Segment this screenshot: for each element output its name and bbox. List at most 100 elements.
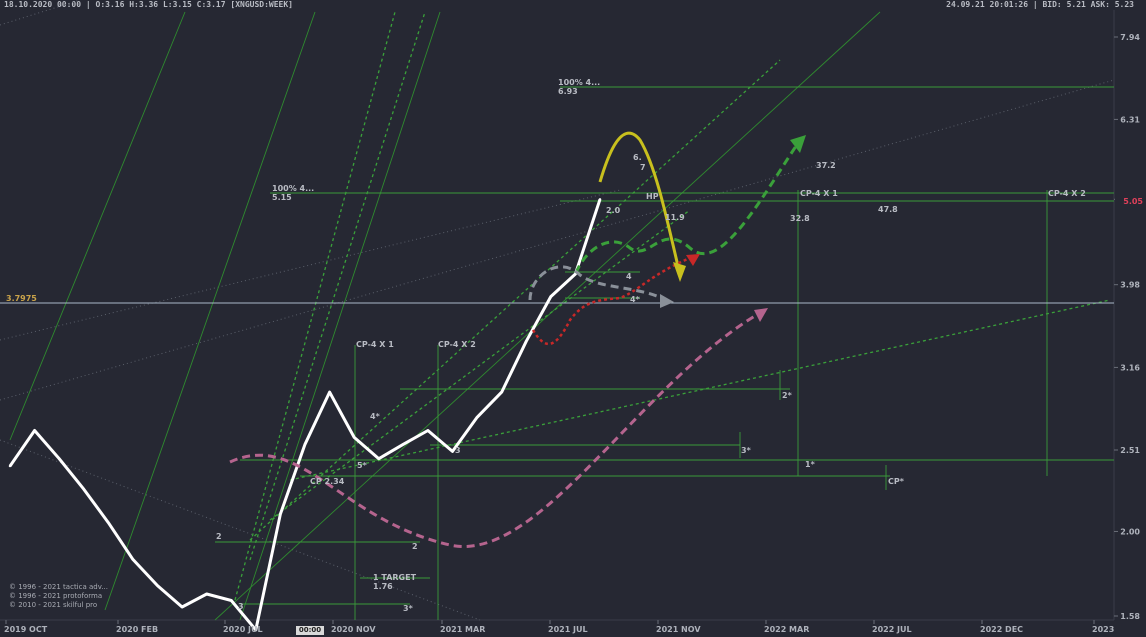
price-point — [549, 295, 552, 298]
y-tick-label: 3.16 — [1120, 363, 1140, 372]
x-tick-label: 2021 NOV — [656, 625, 701, 634]
annotation-label: 37.2 — [816, 161, 836, 170]
annotation-label: 11.9 — [665, 213, 685, 222]
price-line — [8, 198, 602, 632]
x-tick-label: 2022 JUL — [872, 625, 912, 634]
pink-arrowhead — [754, 308, 768, 322]
annotation-value: 5.15 — [272, 193, 292, 202]
annotation-label: CP 2.34 — [310, 477, 345, 486]
price-point — [328, 390, 331, 394]
copyright-line-3: © 2010 - 2021 skilful pro — [9, 601, 98, 609]
price-point — [82, 488, 86, 491]
x-tick-label: 2019 OCT — [4, 625, 48, 634]
annotation-label: 32.8 — [790, 214, 810, 223]
price-point — [156, 584, 159, 587]
price-point — [8, 464, 12, 468]
price-point — [353, 436, 356, 439]
annotation-label: 2 — [412, 542, 418, 551]
annotation-value: 1.76 — [373, 582, 393, 591]
green-arrowhead — [790, 135, 806, 153]
annotation-label: 1 TARGET — [373, 573, 417, 582]
x-tick-label: 2021 JUL — [548, 625, 588, 634]
level-verticals — [354, 190, 1048, 620]
price-point — [377, 457, 380, 460]
annotation-label: 1* — [805, 460, 816, 469]
price-point — [180, 605, 184, 609]
red-arrowhead — [686, 254, 700, 266]
annotation-label: HP — [646, 192, 659, 201]
annotation-label: 47.8 — [878, 205, 898, 214]
gray-forecast-path — [528, 265, 671, 304]
annotation-label: 100% 4... — [558, 78, 600, 87]
gray-arrowhead — [660, 294, 674, 308]
annotation-label: 4 — [626, 272, 632, 281]
y-tick-label: 2.51 — [1120, 446, 1140, 455]
price-point — [230, 599, 233, 602]
annotation-label: CP* — [888, 477, 905, 486]
reference-line-label: 3.7975 — [6, 294, 37, 303]
annotation-label: 4* — [370, 412, 381, 421]
x-tick-label: 2020 JUL — [223, 625, 263, 634]
annotation-label: CP-4 X 1 — [800, 189, 838, 198]
price-point — [426, 429, 430, 432]
green-fan-lines — [9, 11, 881, 621]
price-point — [402, 443, 405, 446]
price-point — [303, 443, 307, 446]
price-point — [598, 198, 602, 201]
x-tick-label: 2022 MAR — [764, 625, 809, 634]
annotation-label: 3 — [455, 446, 461, 455]
annotation-label: CP-4 X 1 — [356, 340, 394, 349]
annotation-label: 100% 4... — [272, 184, 314, 193]
level-lines — [215, 86, 1114, 605]
time-cursor-box: 00:00 — [296, 626, 324, 635]
annotation-value: 6.93 — [558, 87, 578, 96]
y-tick-label: 7.94 — [1120, 33, 1140, 42]
annotation-label: 4* — [630, 295, 641, 304]
annotation-label: 3* — [403, 604, 414, 613]
price-point — [451, 450, 454, 453]
annotation-label: CP-4 X 2 — [1048, 189, 1086, 198]
annotation-label: 3 — [238, 602, 244, 611]
copyright-line-2: © 1996 - 2021 protoforma — [9, 592, 103, 600]
copyright-line-1: © 1996 - 2021 tactica adv... — [9, 583, 108, 591]
price-point — [58, 457, 61, 460]
price-point — [279, 512, 282, 516]
x-tick-label: 2020 FEB — [116, 625, 158, 634]
green-forecast-path — [574, 139, 802, 274]
y-tick-label: 1.58 — [1120, 612, 1140, 621]
faint-dotted-lines — [0, 0, 1115, 621]
annotation-label: 2 — [216, 532, 222, 541]
yellow-forecast-path — [598, 131, 682, 276]
x-tick-label: 2023 — [1092, 625, 1114, 634]
y-axis: 7.94 6.31 5.05 3.98 3.16 2.51 2.00 1.58 — [1114, 33, 1140, 621]
annotation-label: 5* — [357, 461, 368, 470]
green-dashed-fan-lines — [234, 11, 1111, 601]
annotation-label: 3* — [741, 446, 752, 455]
pink-forecast-path — [229, 308, 766, 548]
annotation-label: 7 — [640, 163, 646, 172]
annotation-label: CP-4 X 2 — [438, 340, 476, 349]
price-series — [8, 198, 602, 632]
x-axis: 2019 OCT 2020 FEB 2020 JUL 2020 NOV 2021 MAR… — [4, 620, 1114, 634]
x-tick-label: 2022 DEC — [980, 625, 1023, 634]
price-point — [475, 416, 479, 419]
annotation-label: 2* — [782, 391, 793, 400]
price-point — [33, 429, 36, 432]
price-point — [500, 390, 503, 394]
chart-header-quote: 24.09.21 20:01:26 | BID: 5.21 ASK: 5.23 — [946, 0, 1134, 9]
price-point — [107, 521, 110, 524]
annotation-label: 2.0 — [606, 206, 621, 215]
yellow-arrowhead — [673, 262, 686, 282]
price-point — [525, 340, 528, 343]
price-point — [131, 558, 135, 561]
current-price-tag: 5.05 — [1115, 196, 1143, 207]
y-tick-label: 3.98 — [1120, 281, 1140, 290]
chart-header-info: 18.10.2020 00:00 | O:3.16 H:3.36 L:3.15 … — [4, 0, 293, 9]
x-tick-label: 2020 NOV — [331, 625, 376, 634]
y-tick-label: 6.31 — [1120, 115, 1140, 124]
annotation-label: 6. — [633, 153, 642, 162]
price-point — [205, 592, 208, 596]
y-tick-label: 2.00 — [1120, 527, 1140, 536]
